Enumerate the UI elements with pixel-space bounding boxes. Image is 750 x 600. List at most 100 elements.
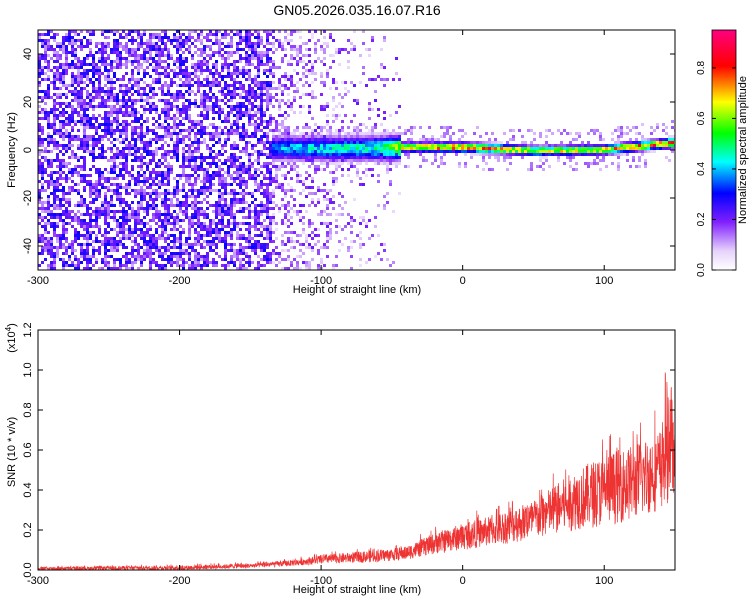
heatmap-cell [380, 153, 383, 156]
heatmap-cell [92, 96, 95, 99]
heatmap-cell [47, 144, 50, 147]
heatmap-cell [197, 69, 200, 72]
heatmap-cell [149, 171, 152, 174]
heatmap-cell [158, 33, 161, 36]
heatmap-cell [215, 33, 218, 36]
heatmap-cell [206, 96, 209, 99]
heatmap-cell [140, 63, 143, 66]
heatmap-cell [71, 75, 74, 78]
heatmap-cell [197, 210, 200, 213]
heatmap-cell [302, 147, 305, 150]
heatmap-cell [326, 129, 329, 132]
heatmap-cell [134, 120, 137, 123]
heatmap-cell [284, 153, 287, 156]
heatmap-cell [239, 48, 242, 51]
heatmap-cell [296, 135, 299, 138]
heatmap-cell [350, 132, 353, 135]
heatmap-cell [131, 129, 134, 132]
heatmap-cell [173, 222, 176, 225]
heatmap-cell [59, 162, 62, 165]
heatmap-cell [284, 258, 287, 261]
heatmap-cell [260, 210, 263, 213]
heatmap-cell [371, 150, 374, 153]
heatmap-cell [341, 207, 344, 210]
heatmap-cell [320, 150, 323, 153]
heatmap-cell [137, 204, 140, 207]
heatmap-cell [158, 195, 161, 198]
heatmap-cell [83, 57, 86, 60]
heatmap-cell [173, 63, 176, 66]
heatmap-cell [242, 252, 245, 255]
heatmap-cell [218, 210, 221, 213]
heatmap-cell [152, 168, 155, 171]
heatmap-cell [50, 237, 53, 240]
heatmap-cell [251, 93, 254, 96]
heatmap-cell [131, 102, 134, 105]
heatmap-cell [53, 234, 56, 237]
heatmap-cell [44, 42, 47, 45]
heatmap-cell [74, 237, 77, 240]
heatmap-cell [155, 240, 158, 243]
heatmap-cell [299, 219, 302, 222]
heatmap-cell [287, 63, 290, 66]
heatmap-cell [188, 153, 191, 156]
heatmap-cell [53, 126, 56, 129]
heatmap-cell [98, 123, 101, 126]
heatmap-cell [38, 234, 41, 237]
heatmap-cell [167, 189, 170, 192]
heatmap-cell [260, 213, 263, 216]
heatmap-cell [302, 132, 305, 135]
heatmap-cell [71, 63, 74, 66]
heatmap-cell [302, 228, 305, 231]
heatmap-cell [251, 57, 254, 60]
heatmap-cell [185, 90, 188, 93]
heatmap-cell [263, 246, 266, 249]
heatmap-cell [227, 204, 230, 207]
heatmap-cell [101, 90, 104, 93]
heatmap-cell [200, 81, 203, 84]
heatmap-cell [116, 234, 119, 237]
heatmap-cell [230, 231, 233, 234]
heatmap-cell [167, 111, 170, 114]
heatmap-cell [227, 135, 230, 138]
heatmap-cell [107, 99, 110, 102]
heatmap-cell [233, 81, 236, 84]
heatmap-cell [107, 261, 110, 264]
heatmap-cell [128, 81, 131, 84]
heatmap-cell [236, 222, 239, 225]
heatmap-cell [236, 252, 239, 255]
heatmap-cell [236, 231, 239, 234]
heatmap-cell [110, 93, 113, 96]
heatmap-cell [155, 264, 158, 267]
heatmap-cell [248, 171, 251, 174]
heatmap-cell [176, 96, 179, 99]
heatmap-cell [245, 141, 248, 144]
heatmap-cell [176, 216, 179, 219]
heatmap-cell [242, 189, 245, 192]
heatmap-cell [62, 171, 65, 174]
heatmap-cell [353, 129, 356, 132]
heatmap-cell [308, 261, 311, 264]
heatmap-cell [176, 105, 179, 108]
heatmap-cell [215, 63, 218, 66]
heatmap-cell [116, 30, 119, 33]
heatmap-cell [158, 54, 161, 57]
heatmap-cell [254, 171, 257, 174]
heatmap-cell [332, 144, 335, 147]
heatmap-cell [257, 117, 260, 120]
heatmap-cell [185, 249, 188, 252]
heatmap-cell [230, 129, 233, 132]
heatmap-cell [179, 54, 182, 57]
heatmap-cell [308, 132, 311, 135]
heatmap-cell [107, 120, 110, 123]
heatmap-cell [179, 36, 182, 39]
heatmap-cell [359, 159, 362, 162]
heatmap-cell [290, 246, 293, 249]
heatmap-cell [89, 267, 92, 270]
heatmap-cell [251, 87, 254, 90]
heatmap-cell [110, 30, 113, 33]
heatmap-cell [227, 87, 230, 90]
heatmap-cell [116, 183, 119, 186]
heatmap-cell [302, 93, 305, 96]
heatmap-cell [380, 63, 383, 66]
